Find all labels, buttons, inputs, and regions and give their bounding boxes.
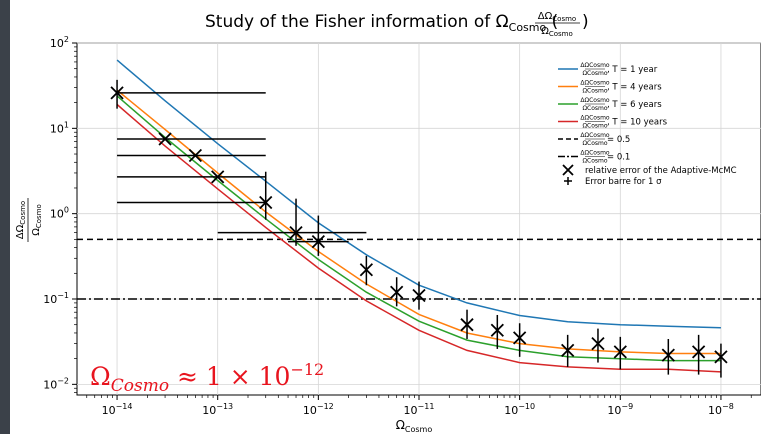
legend-frac-den: ΩCosmo — [582, 158, 607, 165]
legend-marker — [562, 164, 574, 176]
y-tick-label: 10−2 — [43, 376, 69, 391]
y-tick-label: 102 — [50, 35, 69, 50]
mcmc-marker — [714, 350, 728, 364]
mcmc-marker — [460, 318, 474, 332]
mcmc-marker — [513, 331, 527, 345]
marker-stroke — [561, 343, 575, 358]
mcmc-marker — [259, 195, 273, 210]
marker-stroke — [714, 350, 728, 364]
marker-stroke — [613, 345, 627, 359]
legend-frac-den: ΩCosmo — [582, 123, 607, 130]
x-tick-label: 10−11 — [404, 402, 435, 417]
mcmc-marker — [289, 225, 303, 240]
marker-stroke — [412, 288, 426, 303]
marker-stroke — [110, 86, 124, 100]
marker-stroke — [691, 345, 706, 359]
marker-stroke — [211, 170, 225, 184]
y-tick-label: 100 — [50, 206, 69, 221]
mcmc-marker — [359, 263, 374, 277]
legend-label: , T = 10 years — [607, 118, 668, 128]
mcmc-marker — [613, 345, 627, 359]
marker-stroke — [259, 195, 273, 210]
chart-figure: Study of the Fisher information of ΩCosm… — [10, 0, 761, 434]
mcmc-marker — [591, 336, 605, 351]
legend-frac-den: ΩCosmo — [582, 105, 607, 112]
mcmc-marker — [158, 132, 172, 146]
svg-text:ΩCosmo: ΩCosmo — [31, 204, 43, 236]
legend-frac-num: ΔΩCosmo — [580, 115, 610, 122]
legend-entry-errorbar: Error barre for 1 σ — [564, 177, 662, 187]
mcmc-marker — [110, 86, 124, 100]
marker-stroke — [289, 225, 303, 240]
mcmc-marker — [188, 148, 203, 163]
legend-label: = 0.5 — [607, 135, 630, 145]
legend-frac-num: ΔΩCosmo — [580, 132, 610, 139]
mcmc-marker — [561, 343, 575, 358]
marker-stroke — [188, 148, 203, 163]
legend-frac-den: ΩCosmo — [582, 70, 607, 77]
legend-frac-num: ΔΩCosmo — [580, 62, 610, 69]
marker-stroke — [311, 235, 325, 249]
x-tick-label: 10−9 — [607, 402, 633, 417]
chart-title: Study of the Fisher information of ΩCosm… — [205, 11, 589, 38]
legend-frac-den: ΩCosmo — [582, 88, 607, 95]
mcmc-marker — [691, 345, 706, 359]
legend-label: Error barre for 1 σ — [585, 177, 662, 187]
legend-entry-markers: relative error of the Adaptive-McMC — [562, 164, 737, 176]
legend-label: = 0.1 — [607, 153, 630, 163]
legend-label: , T = 6 years — [607, 100, 662, 110]
legend-label: , T = 1 year — [607, 65, 658, 75]
x-tick-label: 10−13 — [202, 402, 233, 417]
marker-stroke — [490, 323, 504, 337]
svg-text:ΔΩCosmo: ΔΩCosmo — [538, 11, 576, 23]
marker-stroke — [158, 132, 172, 146]
marker-stroke — [513, 331, 527, 345]
svg-text:ΩCosmo: ΩCosmo — [541, 26, 573, 38]
legend-frac-num: ΔΩCosmo — [580, 80, 610, 87]
legend-frac-den: ΩCosmo — [582, 140, 607, 147]
legend-label: , T = 4 years — [607, 83, 662, 93]
y-tick-label: 10−1 — [43, 291, 69, 306]
legend-frac-num: ΔΩCosmo — [580, 97, 610, 104]
x-tick-label: 10−8 — [708, 402, 734, 417]
marker-stroke — [591, 336, 605, 351]
marker-stroke — [460, 318, 474, 332]
marker-stroke — [359, 263, 374, 277]
svg-text:Study of the Fisher informatio: Study of the Fisher information of ΩCosm… — [205, 12, 558, 34]
x-tick-label: 10−14 — [102, 402, 133, 417]
mcmc-marker — [211, 170, 225, 184]
y-tick-label: 101 — [50, 120, 69, 135]
mcmc-markers — [110, 86, 728, 364]
axes: 10−14 10−13 10−12 10−11 10−10 10−9 10−8 10−2 10−… — [43, 35, 752, 417]
x-tick-label: 10−12 — [303, 402, 334, 417]
y-axis-label: ΔΩCosmo ΩCosmo — [15, 198, 43, 242]
marker-stroke — [661, 348, 675, 362]
svg-text:): ) — [582, 12, 589, 32]
omega-annotation: ΩCosmo ≈ 1 × 10−12 — [90, 360, 324, 396]
svg-text:ΔΩCosmo: ΔΩCosmo — [15, 201, 27, 239]
x-tick-label: 10−10 — [504, 402, 535, 417]
x-axis-label: ΩCosmo — [396, 418, 433, 434]
mcmc-marker — [390, 285, 404, 299]
chart-svg: Study of the Fisher information of ΩCosm… — [15, 11, 761, 434]
mcmc-marker — [412, 288, 426, 303]
legend-frac-num: ΔΩCosmo — [580, 150, 610, 157]
marker-stroke — [390, 285, 404, 299]
mcmc-marker — [490, 323, 504, 337]
mcmc-marker — [311, 235, 325, 249]
mcmc-marker — [661, 348, 675, 362]
legend-label: relative error of the Adaptive-McMC — [585, 166, 737, 176]
